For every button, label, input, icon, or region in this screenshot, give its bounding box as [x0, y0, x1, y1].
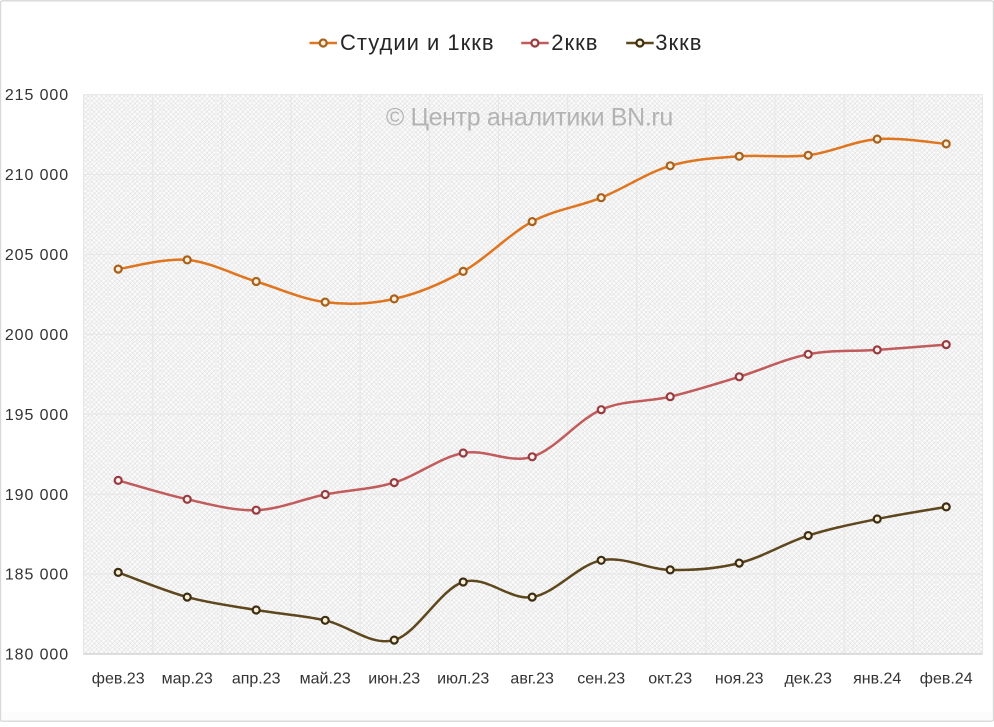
svg-text:ноя.23: ноя.23 [715, 671, 764, 688]
svg-text:июн.23: июн.23 [368, 671, 420, 688]
svg-text:180 000: 180 000 [5, 647, 69, 664]
svg-text:авг.23: авг.23 [510, 671, 554, 688]
svg-text:фев.24: фев.24 [920, 671, 973, 688]
svg-text:янв.24: янв.24 [853, 671, 901, 688]
svg-text:май.23: май.23 [300, 671, 351, 688]
svg-text:© Центр аналитики BN.ru: © Центр аналитики BN.ru [386, 104, 673, 132]
svg-text:205 000: 205 000 [5, 247, 69, 264]
svg-text:195 000: 195 000 [5, 407, 69, 424]
svg-text:окт.23: окт.23 [648, 671, 692, 688]
svg-text:мар.23: мар.23 [162, 671, 213, 688]
svg-text:210 000: 210 000 [5, 167, 69, 184]
svg-text:фев.23: фев.23 [92, 671, 145, 688]
svg-text:200 000: 200 000 [5, 327, 69, 344]
svg-text:215 000: 215 000 [5, 87, 69, 104]
svg-text:июл.23: июл.23 [437, 671, 489, 688]
svg-text:3ккв: 3ккв [655, 30, 702, 55]
svg-text:190 000: 190 000 [5, 487, 69, 504]
svg-text:апр.23: апр.23 [232, 671, 281, 688]
svg-text:2ккв: 2ккв [551, 30, 598, 55]
svg-text:сен.23: сен.23 [577, 671, 625, 688]
svg-text:Студии и 1ккв: Студии и 1ккв [340, 30, 495, 55]
svg-text:дек.23: дек.23 [784, 671, 832, 688]
svg-text:185 000: 185 000 [5, 567, 69, 584]
